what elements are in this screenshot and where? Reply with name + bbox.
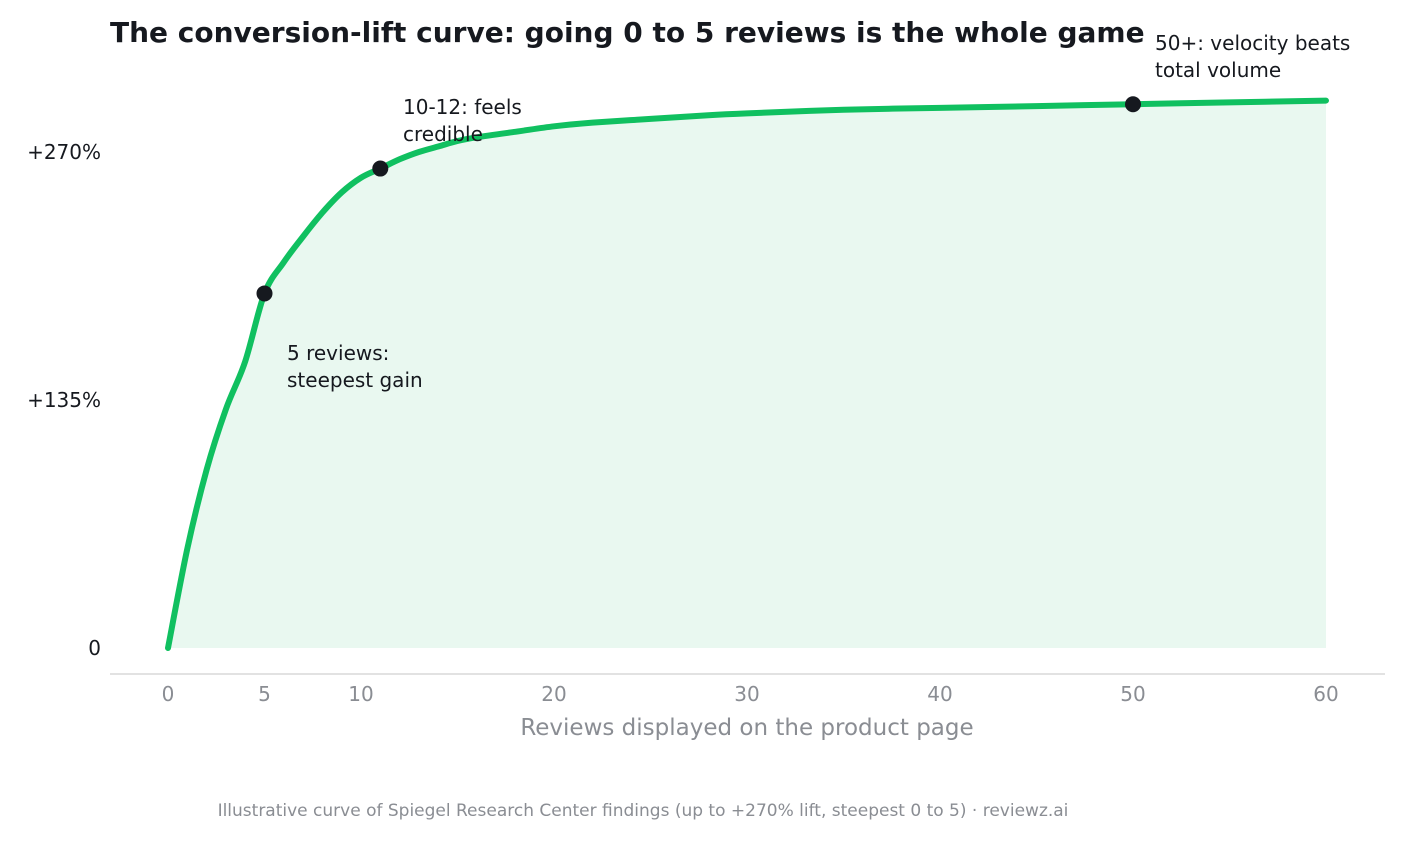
- annotation-line: steepest gain: [287, 368, 423, 392]
- highlight-points: [256, 96, 1141, 302]
- x-axis-label: Reviews displayed on the product page: [520, 715, 973, 741]
- annotation-line: 5 reviews:: [287, 341, 389, 365]
- annotation-line: total volume: [1155, 58, 1281, 82]
- chart-title: The conversion-lift curve: going 0 to 5 …: [110, 16, 1145, 49]
- area-fill: [168, 100, 1326, 649]
- x-tick-label: 5: [258, 682, 271, 706]
- x-tick-label: 40: [927, 682, 952, 706]
- highlight-point: [1125, 96, 1141, 113]
- annotation-5-reviews: 5 reviews: steepest gain: [287, 341, 423, 392]
- x-tick-label: 60: [1313, 682, 1338, 706]
- y-tick-label: 0: [88, 636, 101, 660]
- source-footer: Illustrative curve of Spiegel Research C…: [218, 801, 1069, 821]
- y-tick-label: +270%: [27, 140, 101, 164]
- x-tick-label: 20: [541, 682, 566, 706]
- x-tick-label: 0: [162, 682, 175, 706]
- annotation-50-plus-reviews: 50+: velocity beats total volume: [1155, 31, 1357, 82]
- annotation-line: 50+: velocity beats: [1155, 31, 1350, 55]
- annotation-line: 10-12: feels: [403, 95, 522, 119]
- annotation-10-12-reviews: 10-12: feels credible: [403, 95, 528, 146]
- highlight-point: [372, 160, 389, 177]
- x-axis: 0 5 10 20 30 40 50 60: [162, 682, 1339, 706]
- annotation-line: credible: [403, 122, 483, 146]
- y-axis: 0 +135% +270%: [27, 140, 101, 660]
- x-tick-label: 10: [348, 682, 373, 706]
- series-line: [165, 97, 1329, 651]
- x-tick-label: 30: [734, 682, 759, 706]
- y-tick-label: +135%: [27, 388, 101, 412]
- x-tick-label: 50: [1120, 682, 1145, 706]
- highlight-point: [256, 285, 273, 302]
